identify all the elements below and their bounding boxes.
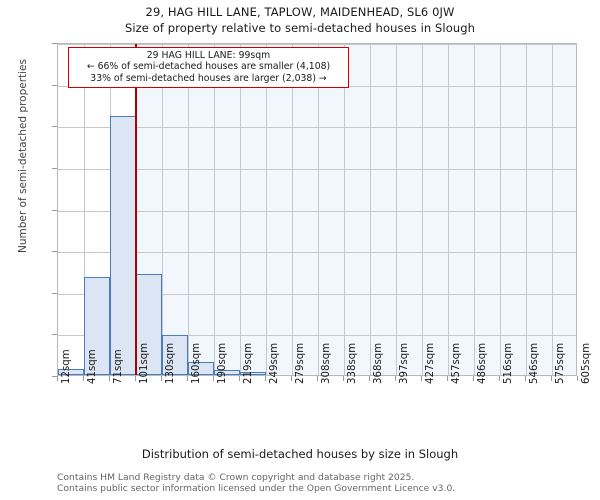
x-tick-mark [291,376,292,381]
annotation-line-2: ← 66% of semi-detached houses are smalle… [86,61,331,73]
x-tick-label: 219sqm [243,342,254,384]
gridline-h [58,44,576,45]
bar [188,362,214,375]
x-tick-mark [525,376,526,381]
gridline-v [344,44,345,375]
x-tick-mark [343,376,344,381]
page-subtitle: Size of property relative to semi-detach… [124,21,476,35]
bar [214,370,240,375]
gridline-v [526,44,527,375]
x-tick-mark [577,376,578,381]
annotation-line-3: 33% of semi-detached houses are larger (… [90,72,327,84]
gridline-v [474,44,475,375]
gridline-v [500,44,501,375]
bar [240,371,266,375]
y-axis-label: Number of semi-detached properties [17,59,29,253]
gridline-v [448,44,449,375]
y-tick-mark [52,167,57,169]
x-tick-mark [161,376,162,381]
x-tick-label: 249sqm [269,342,280,384]
x-tick-label: 71sqm [113,349,124,384]
bar [110,116,136,375]
y-tick-mark [52,376,57,377]
x-tick-label: 279sqm [295,342,306,384]
shaded-larger-region [136,44,576,375]
x-tick-label: 546sqm [529,342,540,384]
x-tick-mark [213,376,214,381]
x-tick-mark [369,376,370,381]
x-tick-mark [421,376,422,381]
y-tick-mark [52,334,57,336]
x-tick-mark [551,376,552,381]
x-tick-label: 427sqm [425,342,436,384]
x-tick-mark [83,376,84,381]
gridline-v [188,44,189,375]
x-tick-label: 12sqm [61,349,72,384]
x-tick-mark [239,376,240,381]
gridline-v [266,44,267,375]
x-tick-label: 130sqm [165,342,176,384]
footer-line-1: Contains HM Land Registry data © Crown c… [57,472,415,483]
gridline-v [422,44,423,375]
gridline-v [318,44,319,375]
x-tick-mark [499,376,500,381]
y-tick-mark [52,84,57,86]
gridline-v [84,44,85,375]
x-tick-mark [395,376,396,381]
x-tick-label: 338sqm [347,342,358,384]
x-tick-label: 368sqm [373,342,384,384]
x-tick-label: 516sqm [503,342,514,384]
gridline-h [58,335,576,337]
x-axis-label: Distribution of semi-detached houses by … [141,447,459,461]
x-tick-label: 575sqm [555,342,566,384]
x-tick-mark [135,376,136,381]
plot-area [57,43,577,376]
x-tick-label: 190sqm [217,342,228,384]
x-tick-label: 101sqm [139,342,150,384]
gridline-v [240,44,241,375]
gridline-v [292,44,293,375]
gridline-v [214,44,215,375]
bar [58,369,84,375]
y-tick-mark [52,251,57,253]
x-tick-label: 41sqm [87,349,98,384]
x-tick-label: 308sqm [321,342,332,384]
x-tick-label: 397sqm [399,342,410,384]
footer-attribution: Contains HM Land Registry data © Crown c… [57,472,597,494]
bar [84,277,110,375]
property-annotation-box: 29 HAG HILL LANE: 99sqm ← 66% of semi-de… [68,47,349,89]
property-marker-line [135,44,137,375]
bar [162,335,188,375]
y-tick-mark [52,43,57,44]
y-tick-mark [52,126,57,128]
x-tick-label: 605sqm [581,342,592,384]
x-tick-mark [109,376,110,381]
x-tick-label: 457sqm [451,342,462,384]
x-tick-label: 160sqm [191,342,202,384]
gridline-v [370,44,371,375]
gridline-h [58,252,576,254]
annotation-line-1: 29 HAG HILL LANE: 99sqm [146,50,271,61]
gridline-h [58,127,576,129]
x-tick-mark [187,376,188,381]
y-tick-mark [52,292,57,294]
x-tick-mark [447,376,448,381]
x-tick-label: 486sqm [477,342,488,384]
gridline-h [58,293,576,295]
x-tick-mark [57,376,58,381]
gridline-v [162,44,163,375]
x-tick-mark [473,376,474,381]
x-tick-mark [317,376,318,381]
footer-line-2: Contains public sector information licen… [57,483,456,494]
gridline-h [58,210,576,212]
gridline-h [58,168,576,170]
x-tick-mark [265,376,266,381]
gridline-v [552,44,553,375]
page-title: 29, HAG HILL LANE, TAPLOW, MAIDENHEAD, S… [145,5,455,19]
y-tick-mark [52,209,57,211]
gridline-v [396,44,397,375]
